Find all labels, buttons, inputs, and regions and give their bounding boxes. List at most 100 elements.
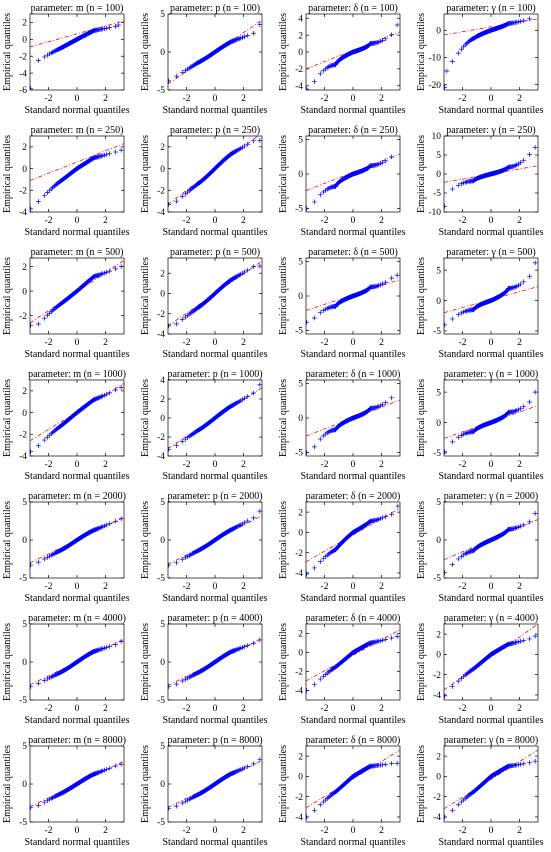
quantile-marker	[516, 524, 521, 530]
y-tick-label: 5	[22, 498, 27, 508]
panel-title: parameter: p (n = 250)	[170, 125, 260, 136]
plot-area	[30, 382, 124, 455]
x-tick-label: 2	[517, 582, 522, 592]
y-axis-label: Empirical quantiles	[278, 257, 289, 335]
quantile-marker	[35, 199, 41, 205]
quantile-marker	[380, 762, 386, 768]
quantile-marker	[455, 802, 461, 808]
y-tick-label: 2	[22, 143, 27, 153]
y-tick-label: 0	[436, 773, 441, 783]
quantile-marker	[51, 794, 57, 800]
quantile-marker	[380, 160, 386, 165]
quantile-marker	[532, 389, 538, 395]
y-tick-label: 2	[22, 387, 27, 397]
panel-title: parameter: p (n = 1000)	[167, 369, 262, 380]
quantile-marker	[527, 636, 533, 642]
x-tick-label: 2	[379, 94, 384, 104]
quantile-marker	[444, 68, 450, 74]
quantile-marker	[35, 681, 41, 686]
quantile-marker	[235, 147, 241, 153]
quantile-marker	[317, 802, 323, 808]
panel-title: parameter: γ (n = 1000)	[444, 369, 538, 380]
quantile-marker	[95, 526, 101, 531]
quantile-marker	[518, 523, 524, 529]
quantile-marker	[378, 638, 383, 644]
x-tick-label: -2	[321, 582, 329, 592]
panel-title: parameter: γ (n = 8000)	[444, 735, 538, 746]
x-tick-label: -2	[321, 94, 329, 104]
quantile-marker	[44, 190, 50, 196]
quantile-marker	[233, 769, 239, 775]
quantile-marker	[394, 272, 400, 278]
quantile-marker	[389, 395, 395, 401]
quantile-marker	[51, 551, 57, 557]
axes-box	[305, 501, 401, 579]
quantile-marker	[527, 399, 533, 405]
x-tick-label: -2	[45, 826, 53, 836]
quantile-marker	[188, 796, 194, 801]
y-tick-label: 0	[22, 536, 27, 546]
quantile-marker	[510, 163, 516, 169]
quantile-marker	[521, 522, 527, 528]
quantile-marker	[168, 78, 172, 84]
panel-title: parameter: γ (n = 4000)	[444, 613, 538, 624]
quantile-marker	[182, 676, 188, 682]
axes-box	[443, 745, 539, 823]
quantile-marker	[102, 152, 107, 158]
quantile-marker	[107, 268, 113, 274]
quantile-marker	[458, 46, 464, 52]
quantile-marker	[97, 647, 103, 652]
y-tick-label: 2	[160, 269, 165, 279]
quantile-marker	[168, 805, 172, 811]
quantile-marker	[251, 515, 257, 521]
panel-title: parameter: δ (n = 2000)	[306, 491, 401, 502]
quantile-marker	[44, 52, 50, 58]
y-tick-label: 5	[298, 380, 303, 390]
qq-panel-p-n100: -2 0 2 -5 0 5 parameter: p (n = 100) Standard n…	[140, 3, 268, 116]
plot-area	[444, 511, 538, 576]
panel-title: parameter: m (n = 100)	[31, 3, 124, 14]
y-tick-label: 5	[160, 10, 165, 20]
quantile-marker	[104, 269, 110, 275]
quantile-marker	[97, 769, 103, 775]
x-tick-label: -2	[321, 704, 329, 714]
quantile-marker	[168, 683, 172, 689]
quantile-marker	[242, 143, 248, 149]
x-tick-label: 2	[241, 704, 246, 714]
plot-area	[168, 757, 262, 811]
quantile-marker	[233, 647, 239, 653]
quantile-marker	[173, 198, 179, 204]
quantile-marker	[306, 688, 310, 693]
reference-line	[306, 399, 400, 437]
quantile-marker	[320, 308, 326, 313]
x-axis-label: Standard normal quantiles	[439, 593, 544, 604]
y-tick-label: 5	[160, 620, 165, 630]
x-axis-label: Standard normal quantiles	[163, 837, 268, 848]
quantile-marker	[118, 516, 124, 522]
quantile-marker	[320, 556, 326, 562]
quantile-marker	[51, 49, 57, 54]
qq-panel-γ-n500: -2 0 2 -5 0 5 parameter: γ (n = 500) Standard n…	[416, 247, 544, 360]
y-axis-label: Empirical quantiles	[140, 13, 151, 91]
panel-title: parameter: γ (n = 500)	[446, 247, 535, 258]
y-axis-label: Empirical quantiles	[416, 623, 427, 701]
quantile-marker	[173, 803, 179, 809]
y-tick-label: -2	[19, 186, 27, 196]
x-tick-label: 2	[241, 94, 246, 104]
plot-area	[444, 260, 538, 328]
panel-title: parameter: p (n = 2000)	[167, 491, 262, 502]
qq-panel-δ-n500: -2 0 2 -5 0 5 parameter: δ (n = 500) Standard n…	[278, 247, 406, 360]
x-tick-label: 2	[379, 582, 384, 592]
quantile-marker	[511, 284, 517, 290]
quantile-marker	[179, 438, 185, 444]
quantile-marker	[527, 16, 533, 22]
quantile-marker	[518, 160, 524, 165]
plot-area	[30, 516, 124, 568]
y-tick-label: 2	[436, 752, 441, 762]
quantile-marker	[521, 404, 527, 410]
x-tick-label: 2	[517, 338, 522, 348]
y-tick-label: 5	[436, 388, 441, 398]
